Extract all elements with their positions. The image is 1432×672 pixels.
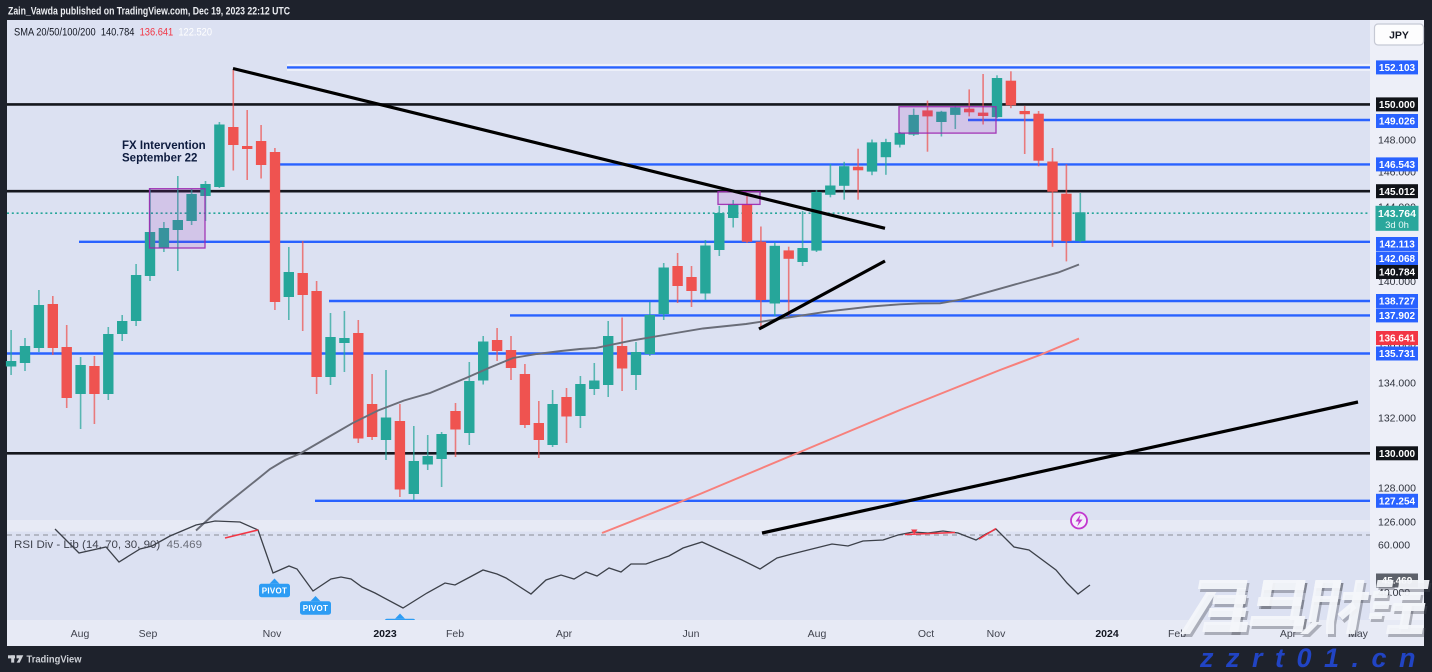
svg-text:Jun: Jun	[683, 628, 700, 640]
svg-text:Sep: Sep	[139, 628, 158, 640]
svg-text:Aug: Aug	[808, 628, 827, 640]
svg-text:130.000: 130.000	[1379, 449, 1416, 460]
svg-text:Zain_Vawda published on Tradin: Zain_Vawda published on TradingView.com,…	[8, 6, 290, 18]
svg-text:143.764: 143.764	[1378, 208, 1416, 220]
svg-text:2023: 2023	[373, 628, 397, 640]
svg-text:RSI Div - Lib (14, 70, 30, 90): RSI Div - Lib (14, 70, 30, 90) 45.469	[14, 539, 202, 551]
svg-text:2024: 2024	[1095, 628, 1119, 640]
svg-text:Feb: Feb	[446, 628, 464, 640]
svg-text:TradingView: TradingView	[27, 653, 83, 665]
svg-text:PIVOT: PIVOT	[262, 587, 288, 596]
svg-text:Oct: Oct	[918, 628, 934, 640]
svg-text:Apr: Apr	[556, 628, 573, 640]
svg-text:140.000: 140.000	[1378, 276, 1416, 288]
svg-text:132.000: 132.000	[1378, 413, 1416, 425]
svg-text:PIVOT: PIVOT	[303, 604, 329, 613]
svg-text:SMA 20/50/100/200 140.784 13: SMA 20/50/100/200 140.784 136.641 122.52…	[14, 27, 212, 39]
svg-text:Nov: Nov	[987, 628, 1006, 640]
svg-text:Apr: Apr	[1280, 628, 1297, 640]
svg-text:Aug: Aug	[71, 628, 90, 640]
svg-text:142.113: 142.113	[1379, 240, 1415, 251]
svg-text:146.543: 146.543	[1379, 160, 1416, 171]
svg-text:September 22: September 22	[122, 153, 197, 165]
svg-text:149.026: 149.026	[1379, 117, 1416, 128]
svg-text:135.731: 135.731	[1379, 349, 1416, 360]
svg-text:138.727: 138.727	[1379, 297, 1416, 308]
svg-text:142.068: 142.068	[1379, 254, 1416, 265]
svg-text:FX Intervention: FX Intervention	[122, 140, 206, 152]
svg-text:150.000: 150.000	[1379, 100, 1416, 111]
svg-text:145.012: 145.012	[1379, 187, 1416, 198]
svg-text:126.000: 126.000	[1378, 517, 1416, 529]
svg-text:137.902: 137.902	[1379, 311, 1416, 322]
svg-text:JPY: JPY	[1389, 29, 1409, 41]
svg-text:zzrt01.cn: zzrt01.cn	[1199, 643, 1428, 672]
svg-text:148.000: 148.000	[1378, 135, 1416, 147]
svg-text:45.469: 45.469	[1382, 576, 1413, 587]
svg-text:128.000: 128.000	[1378, 483, 1416, 495]
svg-text:127.254: 127.254	[1379, 496, 1416, 507]
svg-text:152.103: 152.103	[1379, 63, 1416, 74]
svg-text:3d 0h: 3d 0h	[1385, 220, 1409, 231]
svg-text:60.000: 60.000	[1378, 540, 1410, 552]
svg-text:134.000: 134.000	[1378, 378, 1416, 390]
svg-text:Nov: Nov	[263, 628, 282, 640]
svg-text:136.641: 136.641	[1379, 334, 1416, 345]
svg-text:140.784: 140.784	[1379, 268, 1416, 279]
svg-text:Feb: Feb	[1168, 628, 1186, 640]
